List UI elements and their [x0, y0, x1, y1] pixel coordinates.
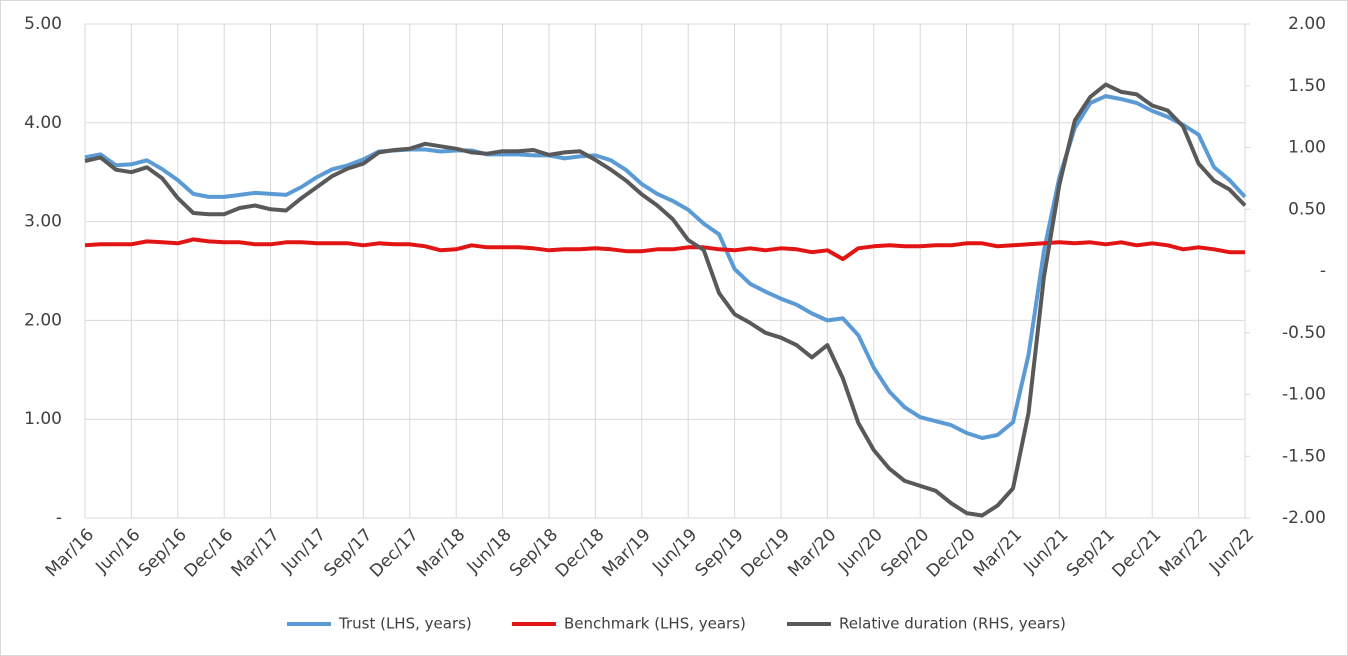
- y2-tick-label: 0.50: [1288, 199, 1326, 219]
- legend-label: Trust (LHS, years): [338, 615, 472, 633]
- y2-tick-label: -2.00: [1282, 508, 1326, 528]
- y2-tick-label: -1.50: [1282, 446, 1326, 466]
- y-tick-label: 2.00: [24, 310, 62, 330]
- series-line: [84, 82, 1247, 518]
- series-line: [84, 94, 1247, 440]
- y-tick-label: 5.00: [24, 14, 62, 34]
- y2-tick-label: -1.00: [1282, 385, 1326, 405]
- y2-tick-label: -0.50: [1282, 323, 1326, 343]
- y-tick-label: 3.00: [24, 212, 62, 232]
- y2-tick-label: 1.50: [1288, 76, 1326, 96]
- y2-tick-label: 1.00: [1288, 138, 1326, 158]
- y-tick-label: 4.00: [24, 113, 62, 133]
- y-tick-label: -: [56, 508, 62, 528]
- y2-tick-label: -: [1320, 261, 1326, 281]
- legend-label: Relative duration (RHS, years): [839, 615, 1066, 633]
- legend-label: Benchmark (LHS, years): [564, 615, 746, 633]
- y-tick-label: 1.00: [24, 409, 62, 429]
- y2-tick-label: 2.00: [1288, 14, 1326, 34]
